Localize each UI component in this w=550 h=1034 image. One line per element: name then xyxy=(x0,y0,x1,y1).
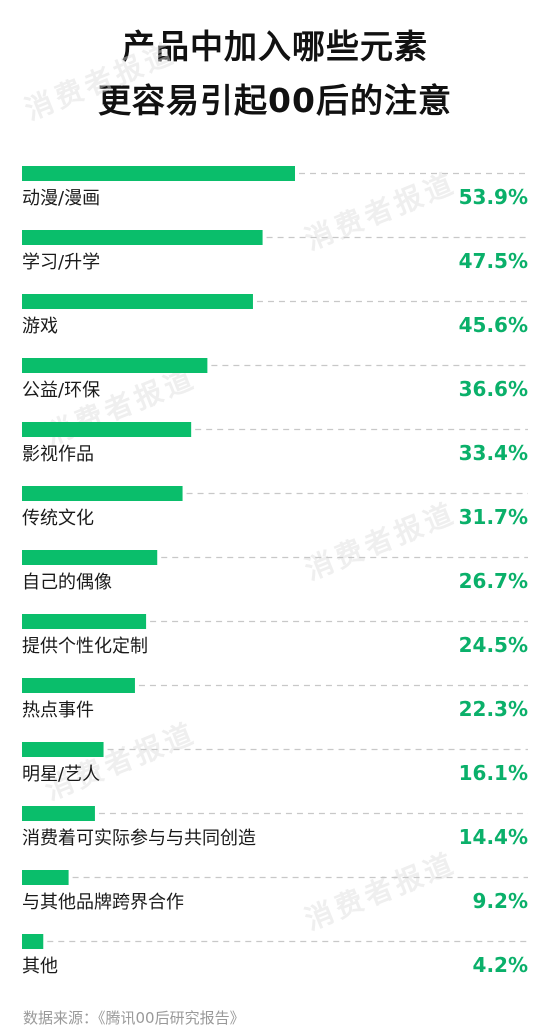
bar xyxy=(22,166,295,181)
bar xyxy=(22,294,253,309)
bar xyxy=(22,486,183,501)
bar-row: 明星/艺人 16.1% xyxy=(22,742,528,785)
bar-row: 动漫/漫画 53.9% xyxy=(22,166,528,209)
value-label: 45.6% xyxy=(459,313,528,337)
value-label: 22.3% xyxy=(459,697,528,721)
bar xyxy=(22,358,208,373)
value-label: 16.1% xyxy=(459,761,528,785)
category-label: 明星/艺人 xyxy=(22,764,100,785)
category-label: 学习/升学 xyxy=(22,252,100,273)
value-label: 9.2% xyxy=(473,889,528,913)
value-label: 14.4% xyxy=(459,825,528,849)
bar-row: 消费着可实际参与与共同创造 14.4% xyxy=(22,806,528,849)
bar xyxy=(22,742,104,757)
bar-row: 与其他品牌跨界合作 9.2% xyxy=(22,870,528,913)
title-line-2: 更容易引起00后的注意 xyxy=(98,81,452,120)
category-label: 消费着可实际参与与共同创造 xyxy=(22,828,256,849)
title-line-1: 产品中加入哪些元素 xyxy=(122,27,428,66)
bar xyxy=(22,422,192,437)
value-label: 53.9% xyxy=(459,185,528,209)
bar-row: 传统文化 31.7% xyxy=(22,486,528,529)
category-label: 游戏 xyxy=(22,316,58,337)
bar-row: 学习/升学 47.5% xyxy=(22,230,528,273)
bar-row: 热点事件 22.3% xyxy=(22,678,528,721)
category-label: 自己的偶像 xyxy=(22,572,112,593)
value-label: 36.6% xyxy=(459,377,528,401)
bar-row: 其他 4.2% xyxy=(22,934,528,977)
category-label: 其他 xyxy=(22,956,58,977)
bar xyxy=(22,230,263,245)
value-label: 24.5% xyxy=(459,633,528,657)
bar xyxy=(22,870,69,885)
bar xyxy=(22,678,135,693)
category-label: 影视作品 xyxy=(22,444,94,465)
category-label: 公益/环保 xyxy=(22,380,100,401)
bar-row: 公益/环保 36.6% xyxy=(22,358,528,401)
data-source: 数据来源：《腾讯00后研究报告》 xyxy=(23,1009,245,1027)
bar-row: 游戏 45.6% xyxy=(22,294,528,337)
bar xyxy=(22,614,147,629)
bar xyxy=(22,806,95,821)
value-label: 31.7% xyxy=(459,505,528,529)
bar xyxy=(22,934,44,949)
bar xyxy=(22,550,158,565)
bar-row: 提供个性化定制 24.5% xyxy=(22,614,528,657)
value-label: 26.7% xyxy=(459,569,528,593)
category-label: 提供个性化定制 xyxy=(22,636,148,657)
category-label: 热点事件 xyxy=(22,700,94,721)
bar-row: 影视作品 33.4% xyxy=(22,422,528,465)
category-label: 与其他品牌跨界合作 xyxy=(22,892,184,913)
value-label: 4.2% xyxy=(473,953,528,977)
category-label: 动漫/漫画 xyxy=(22,188,100,209)
bar-row: 自己的偶像 26.7% xyxy=(22,550,528,593)
category-label: 传统文化 xyxy=(22,508,94,529)
value-label: 47.5% xyxy=(459,249,528,273)
value-label: 33.4% xyxy=(459,441,528,465)
